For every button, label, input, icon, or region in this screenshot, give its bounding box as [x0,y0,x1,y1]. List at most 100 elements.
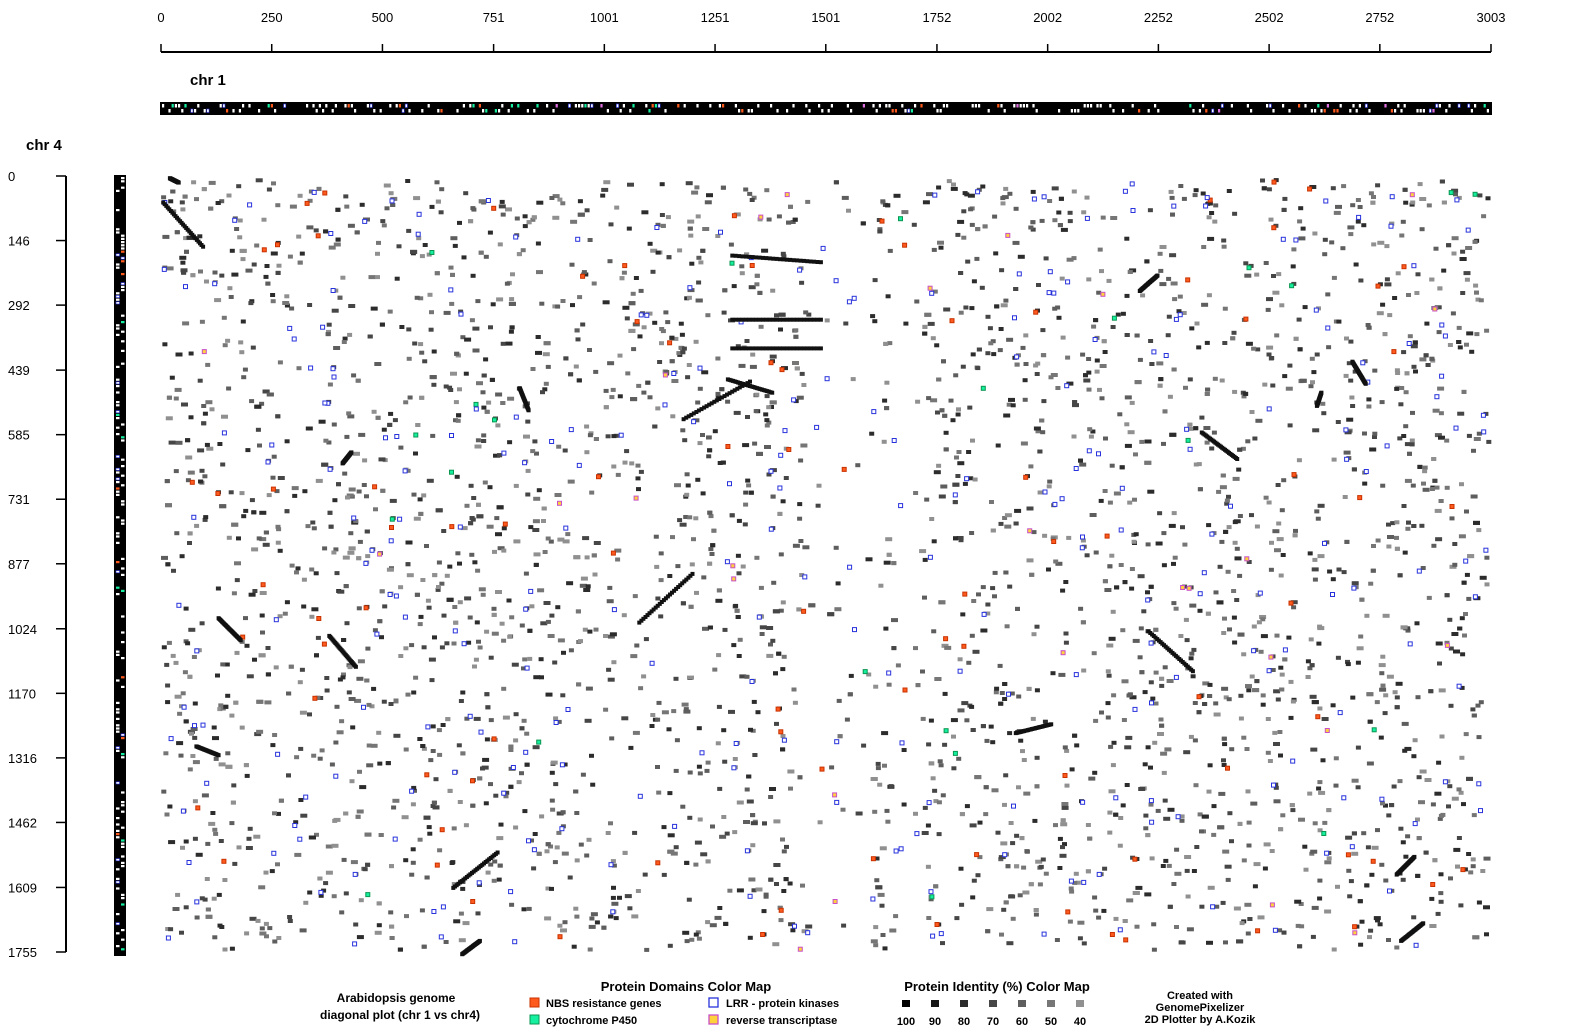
similarity-dot [800,883,805,888]
similarity-dot [1410,483,1416,488]
synteny-dot [176,180,181,185]
domain-hit-dot [1384,443,1390,449]
similarity-dot [1236,939,1244,944]
similarity-dot [723,921,729,926]
similarity-dot [1086,357,1092,361]
similarity-dot [486,400,492,405]
similarity-dot [1411,364,1417,369]
similarity-dot [1202,702,1208,706]
similarity-dot [922,557,928,562]
similarity-dot [1203,426,1211,430]
similarity-dot [1434,791,1442,796]
chr4-track-bar [114,175,126,956]
similarity-dot [388,910,394,915]
similarity-dot [356,556,362,561]
synteny-dot [754,346,759,351]
similarity-dot [1035,859,1043,864]
domain-hit-dot [1203,203,1209,209]
chr1-gene-marker [747,109,750,113]
similarity-dot [685,483,691,488]
domain-hit-dot [654,225,660,230]
similarity-dot [1394,945,1400,950]
similarity-dot [420,578,426,582]
similarity-dot [1317,503,1325,508]
similarity-dot [1355,660,1361,665]
similarity-dot [1383,803,1388,808]
similarity-dot [751,888,757,893]
domain-hit-dot [402,468,408,474]
similarity-dot [419,395,425,400]
similarity-dot [877,227,883,232]
similarity-dot [560,928,567,933]
chr4-gene-marker [116,593,120,596]
similarity-dot [433,777,439,782]
chr4-gene-marker [121,810,125,813]
similarity-dot [1297,219,1303,224]
similarity-dot [1093,550,1099,555]
similarity-dot [1312,231,1318,236]
similarity-dot [275,524,281,529]
similarity-dot [1331,457,1337,462]
similarity-dot [940,484,948,489]
similarity-dot [1419,197,1427,201]
similarity-dot [568,648,574,653]
similarity-dot [882,398,888,403]
similarity-dot [1213,712,1221,717]
similarity-dot [507,634,513,639]
chr1-gene-marker [1211,108,1215,113]
similarity-dot [301,577,307,582]
similarity-dot [776,651,782,656]
similarity-dot [608,222,614,227]
similarity-dot [1028,225,1034,230]
similarity-dot [1005,864,1011,869]
similarity-dot [461,255,467,260]
similarity-dot [1172,555,1178,560]
similarity-dot [647,395,653,400]
similarity-dot [728,242,734,247]
similarity-dot [577,295,583,300]
domain-hit-dot [1375,283,1381,289]
similarity-dot [287,919,293,923]
chr4-gene-marker [121,804,125,807]
similarity-dot [414,295,420,300]
similarity-dot [1422,487,1430,492]
similarity-dot [980,184,986,189]
domain-hit-dot [779,367,785,373]
similarity-dot [936,832,942,837]
similarity-dot [1207,682,1213,687]
chr4-gene-marker [121,273,125,276]
domain-hit-dot [449,469,454,475]
similarity-dot [659,341,664,346]
chr4-gene-marker [116,817,120,820]
chr1-gene-marker [1310,109,1313,113]
domain-hit-dot [576,462,582,468]
similarity-dot [475,299,481,304]
similarity-dot [756,451,763,456]
similarity-dot [960,364,966,369]
similarity-dot [524,762,530,767]
similarity-dot [562,448,568,453]
similarity-dot [1105,715,1111,720]
similarity-dot [1059,276,1065,281]
similarity-dot [282,301,290,305]
similarity-dot [719,387,725,392]
similarity-dot [667,849,675,854]
similarity-dot [817,820,823,825]
synteny-dot [670,590,674,595]
similarity-dot [262,542,270,547]
similarity-dot [545,536,551,541]
similarity-dot [1157,251,1163,256]
similarity-dot [356,935,364,940]
similarity-dot [1004,513,1012,518]
similarity-dot [1212,904,1220,909]
similarity-dot [1124,783,1130,787]
similarity-dot [1064,783,1070,788]
similarity-dot [1222,341,1228,345]
similarity-dot [886,552,892,557]
similarity-dot [875,885,883,890]
similarity-dot [1369,447,1377,452]
similarity-dot [576,682,582,687]
similarity-dot [502,715,510,720]
similarity-dot [768,642,773,647]
similarity-dot [205,362,211,367]
